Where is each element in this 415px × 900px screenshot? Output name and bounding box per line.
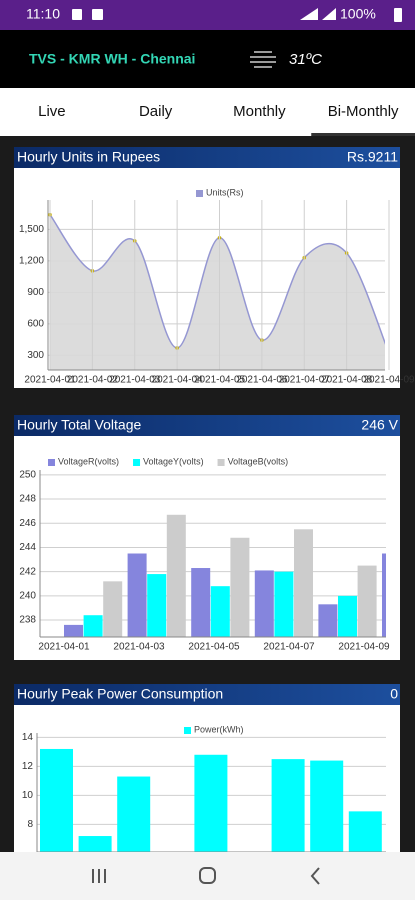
tab-bar — [0, 88, 415, 136]
y-tick-label: 300 — [27, 350, 44, 361]
y-tick-label: 900 — [27, 287, 44, 298]
bar — [382, 553, 386, 637]
y-tick-label: 10 — [22, 790, 34, 801]
bar — [194, 754, 228, 852]
x-tick-label: 2021-04-07 — [263, 642, 315, 653]
bar — [271, 759, 305, 852]
x-tick-label: 2021-04-01 — [38, 642, 90, 653]
legend-label: Power(kWh) — [194, 724, 244, 734]
x-tick-label: 2021-04-09 — [363, 375, 415, 386]
card-total: 246 V — [361, 417, 398, 433]
tab[interactable]: Live — [38, 103, 66, 120]
y-tick-label: 1,200 — [19, 256, 44, 267]
nav-bar — [0, 852, 415, 900]
y-tick-label: 14 — [22, 732, 34, 743]
bar — [348, 811, 382, 852]
legend-label: Units(Rs) — [206, 187, 244, 197]
bar — [318, 604, 338, 637]
bar — [40, 748, 73, 852]
card-header — [14, 147, 400, 168]
bar — [64, 624, 83, 637]
bar — [230, 537, 250, 637]
bar — [191, 568, 211, 637]
clock: 11:10 — [26, 6, 60, 22]
card-header — [14, 415, 400, 436]
plot — [64, 514, 386, 637]
status-icon — [72, 9, 82, 20]
y-tick-label: 8 — [27, 819, 33, 830]
bar — [338, 595, 357, 637]
x-tick-label: 2021-04-01 — [24, 375, 76, 386]
battery-level: 100% — [340, 6, 376, 22]
y-tick-label: 240 — [19, 590, 36, 601]
x-tick-label: 2021-04-09 — [338, 642, 390, 653]
bar — [310, 760, 344, 852]
signal-icon — [322, 8, 336, 20]
x-tick-label: 2021-04-03 — [113, 642, 165, 653]
bar — [147, 574, 167, 637]
status-bar — [0, 0, 415, 30]
bar — [294, 529, 313, 637]
y-tick-label: 1,500 — [19, 224, 44, 235]
x-tick-label: 2021-04-03 — [109, 375, 161, 386]
y-tick-label: 250 — [19, 469, 36, 480]
tab[interactable]: Bi-Monthly — [328, 103, 399, 120]
legend-swatch — [48, 459, 55, 466]
weather-icon — [250, 51, 276, 68]
bar — [166, 514, 186, 637]
bar — [127, 553, 147, 637]
bar — [78, 836, 112, 852]
x-tick-label: 2021-04-04 — [152, 375, 204, 386]
y-tick-label: 600 — [27, 318, 44, 329]
bar — [254, 570, 274, 637]
bar — [117, 776, 151, 852]
legend-label: VoltageY(volts) — [143, 456, 204, 466]
card-total: Rs.9211 — [347, 149, 398, 165]
site-name: TVS - KMR WH - Chennai — [29, 51, 195, 67]
bar — [210, 586, 230, 637]
wifi-icon — [300, 8, 318, 20]
legend-swatch — [217, 459, 225, 466]
bar — [103, 581, 123, 637]
card-header — [14, 684, 400, 705]
x-tick-label: 2021-04-02 — [67, 375, 119, 386]
tab-indicator — [311, 133, 415, 136]
card-title: Hourly Units in Rupees — [17, 149, 160, 165]
legend-swatch — [184, 727, 191, 734]
temperature: 31ºC — [289, 51, 322, 68]
bar — [274, 571, 294, 637]
area — [50, 214, 385, 370]
x-tick-label: 2021-04-06 — [236, 375, 288, 386]
y-tick-label: 238 — [19, 615, 36, 626]
y-tick-label: 242 — [19, 566, 36, 577]
card-total: 0 — [390, 686, 398, 702]
nav-home — [199, 867, 216, 884]
legend-label: VoltageR(volts) — [58, 456, 119, 466]
x-tick-label: 2021-04-08 — [321, 375, 373, 386]
tab[interactable]: Monthly — [233, 103, 286, 120]
app-header — [0, 30, 415, 88]
x-tick-label: 2021-04-07 — [279, 375, 331, 386]
x-tick-label: 2021-04-05 — [194, 375, 246, 386]
battery-icon — [394, 8, 402, 22]
status-icon — [92, 9, 103, 20]
y-tick-label: 12 — [22, 761, 34, 772]
legend-swatch — [196, 190, 203, 197]
y-tick-label: 246 — [19, 518, 36, 529]
y-tick-label: 248 — [19, 494, 36, 505]
legend-swatch — [133, 459, 141, 466]
plot — [40, 748, 382, 852]
x-tick-label: 2021-04-05 — [188, 642, 240, 653]
card-title: Hourly Peak Power Consumption — [17, 686, 223, 702]
bar — [357, 565, 377, 637]
bar — [83, 615, 103, 637]
tab[interactable]: Daily — [139, 103, 173, 120]
y-tick-label: 244 — [19, 542, 36, 553]
card-title: Hourly Total Voltage — [17, 417, 141, 433]
legend-label: VoltageB(volts) — [228, 456, 289, 466]
nav-back — [310, 867, 320, 885]
